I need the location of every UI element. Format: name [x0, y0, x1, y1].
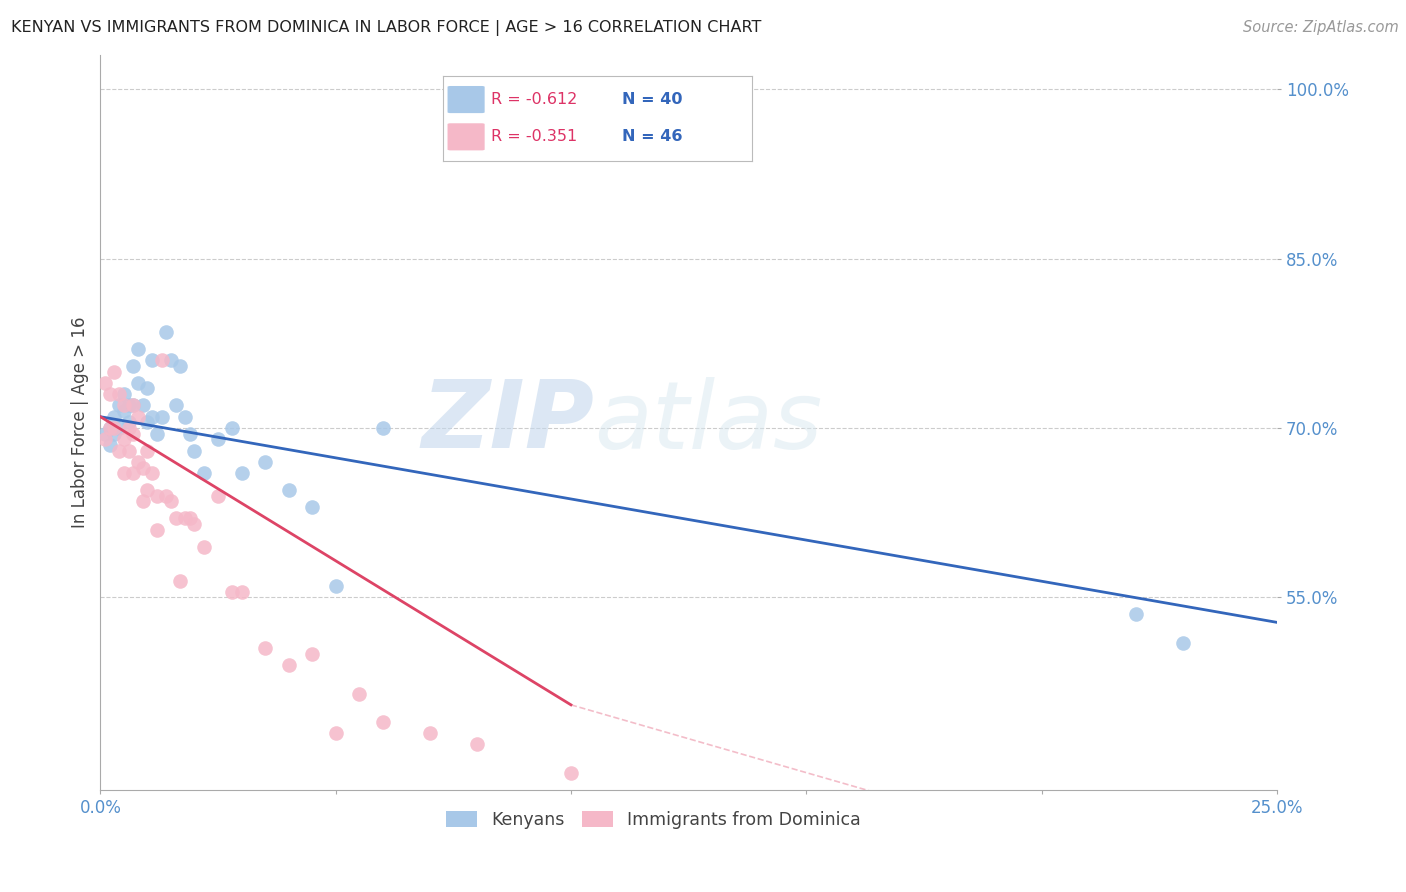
Point	[155, 489, 177, 503]
Point	[179, 426, 201, 441]
Point	[141, 353, 163, 368]
Point	[465, 737, 488, 751]
Text: R = -0.612: R = -0.612	[491, 92, 578, 107]
Point	[347, 686, 370, 700]
Point	[112, 387, 135, 401]
Point	[183, 443, 205, 458]
Point	[174, 409, 197, 424]
Point	[112, 404, 135, 418]
Point	[122, 426, 145, 441]
Point	[131, 398, 153, 412]
Point	[419, 726, 441, 740]
Point	[136, 415, 159, 429]
Point	[98, 387, 121, 401]
Point	[122, 398, 145, 412]
Point	[98, 421, 121, 435]
Point	[254, 455, 277, 469]
Point	[169, 574, 191, 588]
Point	[174, 511, 197, 525]
Point	[122, 466, 145, 480]
Point	[108, 443, 131, 458]
Point	[122, 398, 145, 412]
Point	[108, 421, 131, 435]
Legend: Kenyans, Immigrants from Dominica: Kenyans, Immigrants from Dominica	[439, 804, 868, 836]
Text: Source: ZipAtlas.com: Source: ZipAtlas.com	[1243, 20, 1399, 35]
Point	[131, 460, 153, 475]
Point	[325, 726, 347, 740]
Point	[131, 494, 153, 508]
Point	[183, 516, 205, 531]
Point	[221, 584, 243, 599]
Point	[560, 765, 582, 780]
Point	[127, 409, 149, 424]
Point	[141, 466, 163, 480]
Text: N = 46: N = 46	[623, 129, 683, 145]
Text: ZIP: ZIP	[422, 376, 595, 468]
Point	[146, 426, 169, 441]
Point	[136, 381, 159, 395]
Text: N = 40: N = 40	[623, 92, 683, 107]
Point	[165, 511, 187, 525]
Point	[146, 523, 169, 537]
Point	[146, 489, 169, 503]
Point	[94, 376, 117, 390]
FancyBboxPatch shape	[447, 123, 485, 151]
Point	[277, 658, 299, 673]
Point	[103, 421, 125, 435]
Point	[1125, 607, 1147, 622]
Point	[160, 494, 183, 508]
Point	[160, 353, 183, 368]
Point	[94, 426, 117, 441]
Point	[103, 364, 125, 378]
Point	[94, 432, 117, 446]
Point	[127, 455, 149, 469]
Point	[112, 432, 135, 446]
Point	[112, 398, 135, 412]
Point	[301, 500, 323, 514]
Point	[112, 466, 135, 480]
Point	[103, 426, 125, 441]
Point	[254, 641, 277, 656]
Point	[371, 714, 394, 729]
Point	[150, 353, 173, 368]
Point	[301, 647, 323, 661]
Point	[136, 443, 159, 458]
Point	[103, 409, 125, 424]
Point	[122, 359, 145, 373]
Point	[231, 584, 253, 599]
Point	[179, 511, 201, 525]
Point	[108, 398, 131, 412]
Text: KENYAN VS IMMIGRANTS FROM DOMINICA IN LABOR FORCE | AGE > 16 CORRELATION CHART: KENYAN VS IMMIGRANTS FROM DOMINICA IN LA…	[11, 20, 762, 36]
Point	[165, 398, 187, 412]
Point	[193, 466, 215, 480]
FancyBboxPatch shape	[447, 86, 485, 113]
Point	[207, 432, 229, 446]
Text: R = -0.351: R = -0.351	[491, 129, 576, 145]
Point	[117, 421, 139, 435]
Point	[127, 342, 149, 356]
Point	[136, 483, 159, 497]
Point	[141, 409, 163, 424]
Point	[117, 415, 139, 429]
Point	[150, 409, 173, 424]
Point	[193, 540, 215, 554]
Point	[1171, 635, 1194, 649]
Y-axis label: In Labor Force | Age > 16: In Labor Force | Age > 16	[72, 317, 89, 528]
Point	[98, 438, 121, 452]
Point	[207, 489, 229, 503]
Point	[231, 466, 253, 480]
Point	[221, 421, 243, 435]
Point	[117, 443, 139, 458]
Point	[277, 483, 299, 497]
Point	[108, 387, 131, 401]
Point	[325, 579, 347, 593]
Point	[98, 421, 121, 435]
Point	[371, 421, 394, 435]
Point	[169, 359, 191, 373]
Point	[117, 398, 139, 412]
Point	[155, 325, 177, 339]
Text: atlas: atlas	[595, 376, 823, 467]
Point	[127, 376, 149, 390]
